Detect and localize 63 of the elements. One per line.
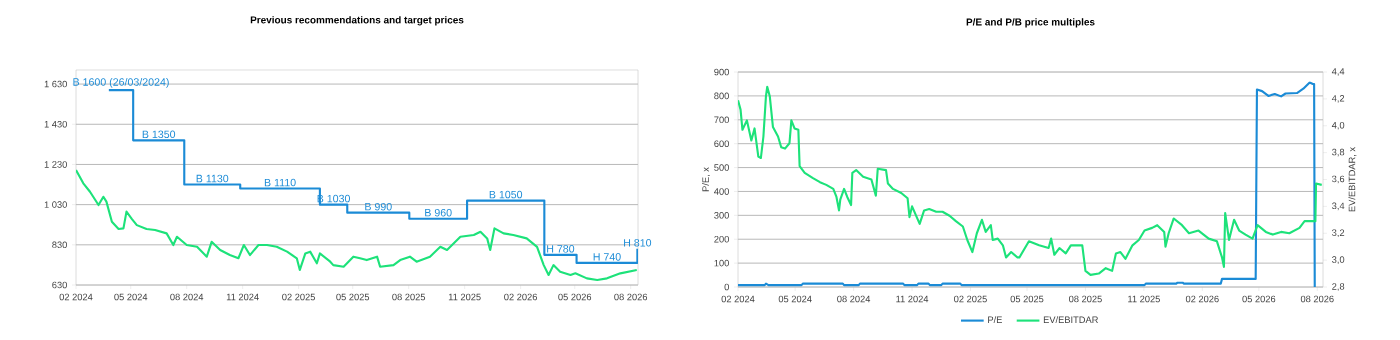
y-tick-label: 700 [714, 116, 729, 124]
y-tick-label: 300 [714, 212, 729, 219]
x-tick-label: 05 2026 [558, 293, 592, 301]
x-tick-label: 02 2026 [1185, 295, 1219, 303]
y-tick-label: 0 [724, 283, 729, 291]
chart-title: Previous recommendations and target prices [250, 16, 464, 26]
annotation: B 1110 [264, 178, 296, 187]
y2-tick-label: 4,2 [1331, 95, 1345, 103]
x-tick-label: 05 2026 [1242, 295, 1276, 303]
x-tick-label: 11 2024 [896, 295, 929, 303]
x-tick-label: 05 2024 [114, 293, 148, 301]
x-tick-label: 11 2024 [226, 293, 259, 301]
y2-tick-label: 3,8 [1332, 148, 1345, 157]
x-tick-label: 05 2024 [778, 295, 812, 303]
y2-tick-label: 2,8 [1332, 283, 1345, 291]
y-tick-label: 1 430 [44, 120, 67, 128]
y-tick-label: 600 [714, 140, 729, 147]
x-tick-label: 02 2025 [282, 293, 315, 301]
x-tick-label: 08 2024 [170, 293, 204, 301]
x-tick-label: 02 2024 [721, 295, 755, 303]
x-tick-label: 08 2026 [1300, 295, 1334, 303]
y-tick-label: 1 230 [44, 161, 67, 168]
annotation: H 780 [547, 245, 575, 253]
y-tick-label: 500 [714, 164, 729, 171]
y-tick-label: 200 [714, 235, 729, 243]
chart-title: P/E and P/B price multiples [966, 18, 1095, 28]
y2-tick-label: 4,0 [1331, 121, 1345, 130]
y2-tick-label: 3,2 [1332, 229, 1345, 238]
y-tick-label: 100 [714, 259, 729, 267]
y2-tick-label: 3,4 [1332, 202, 1345, 211]
y2-tick-label: 3,6 [1332, 175, 1345, 184]
y-tick-label: 830 [52, 241, 67, 249]
x-tick-label: 08 2026 [614, 293, 648, 301]
y2-tick-label: 4,4 [1331, 68, 1345, 76]
annotation: B 1600 (26/03/2024) [73, 77, 169, 88]
legend-label: P/E [988, 316, 1002, 324]
x-tick-label: 08 2025 [1069, 295, 1102, 303]
x-tick-label: 05 2025 [1010, 295, 1044, 303]
x-tick-label: 05 2025 [336, 293, 370, 301]
x-tick-label: 02 2024 [59, 293, 93, 301]
y2-tick-label: 3,0 [1332, 256, 1345, 264]
y-tick-label: 1 630 [44, 80, 67, 88]
legend-label: EV/EBITDAR [1043, 316, 1098, 324]
x-tick-label: 02 2026 [504, 293, 537, 301]
y-tick-label: 800 [714, 92, 729, 100]
annotation: H 740 [593, 253, 621, 261]
y-tick-label: 900 [714, 68, 729, 76]
y-tick-label: 1 030 [44, 201, 67, 208]
y-tick-label: 630 [52, 281, 67, 289]
x-tick-label: 08 2025 [392, 293, 426, 301]
y-tick-label: 400 [714, 188, 729, 195]
annotation: H 810 [624, 239, 652, 247]
annotation: B 960 [425, 208, 452, 217]
y-axis-title: P/E, x [702, 167, 711, 192]
annotation: B 1050 [489, 190, 523, 199]
x-tick-label: 11 2025 [448, 293, 481, 301]
annotation: B 990 [365, 202, 392, 211]
x-tick-label: 02 2025 [954, 295, 987, 303]
annotation: B 1350 [142, 130, 176, 139]
x-tick-label: 08 2024 [837, 295, 871, 303]
x-tick-label: 11 2025 [1128, 295, 1160, 303]
annotation: B 1130 [196, 174, 229, 183]
y2-axis-title: EV/EBITDAR, x [1348, 147, 1357, 212]
